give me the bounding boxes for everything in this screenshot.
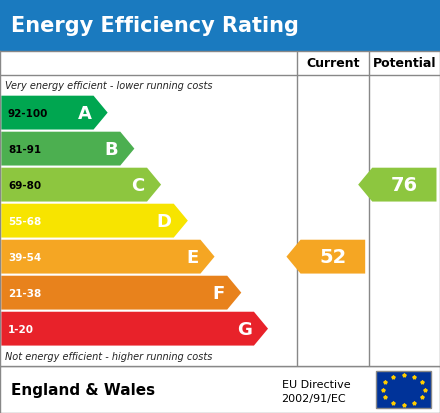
- Text: Current: Current: [306, 57, 359, 70]
- Polygon shape: [1, 312, 268, 346]
- Text: Not energy efficient - higher running costs: Not energy efficient - higher running co…: [5, 351, 213, 361]
- Text: 92-100: 92-100: [8, 108, 48, 118]
- Text: B: B: [104, 140, 118, 158]
- Text: 76: 76: [391, 176, 418, 195]
- Text: Very energy efficient - lower running costs: Very energy efficient - lower running co…: [5, 81, 213, 90]
- FancyBboxPatch shape: [376, 371, 431, 408]
- Polygon shape: [1, 204, 188, 238]
- Text: 21-38: 21-38: [8, 288, 41, 298]
- Polygon shape: [1, 240, 215, 274]
- Polygon shape: [286, 240, 365, 274]
- Text: 81-91: 81-91: [8, 144, 41, 154]
- Text: 69-80: 69-80: [8, 180, 41, 190]
- Text: C: C: [132, 176, 145, 194]
- Text: A: A: [77, 104, 92, 122]
- Polygon shape: [358, 168, 436, 202]
- Text: 39-54: 39-54: [8, 252, 41, 262]
- Text: Potential: Potential: [373, 57, 436, 70]
- Text: G: G: [237, 320, 252, 338]
- Text: EU Directive: EU Directive: [282, 379, 350, 389]
- Text: 55-68: 55-68: [8, 216, 41, 226]
- Text: 52: 52: [319, 247, 346, 266]
- Text: E: E: [186, 248, 198, 266]
- Text: 2002/91/EC: 2002/91/EC: [282, 393, 346, 403]
- Polygon shape: [1, 276, 241, 310]
- Polygon shape: [1, 168, 161, 202]
- Text: England & Wales: England & Wales: [11, 382, 155, 397]
- Text: Energy Efficiency Rating: Energy Efficiency Rating: [11, 16, 299, 36]
- Polygon shape: [1, 133, 134, 166]
- Text: F: F: [213, 284, 225, 302]
- Text: 1-20: 1-20: [8, 324, 34, 334]
- Polygon shape: [1, 97, 108, 130]
- Text: D: D: [157, 212, 172, 230]
